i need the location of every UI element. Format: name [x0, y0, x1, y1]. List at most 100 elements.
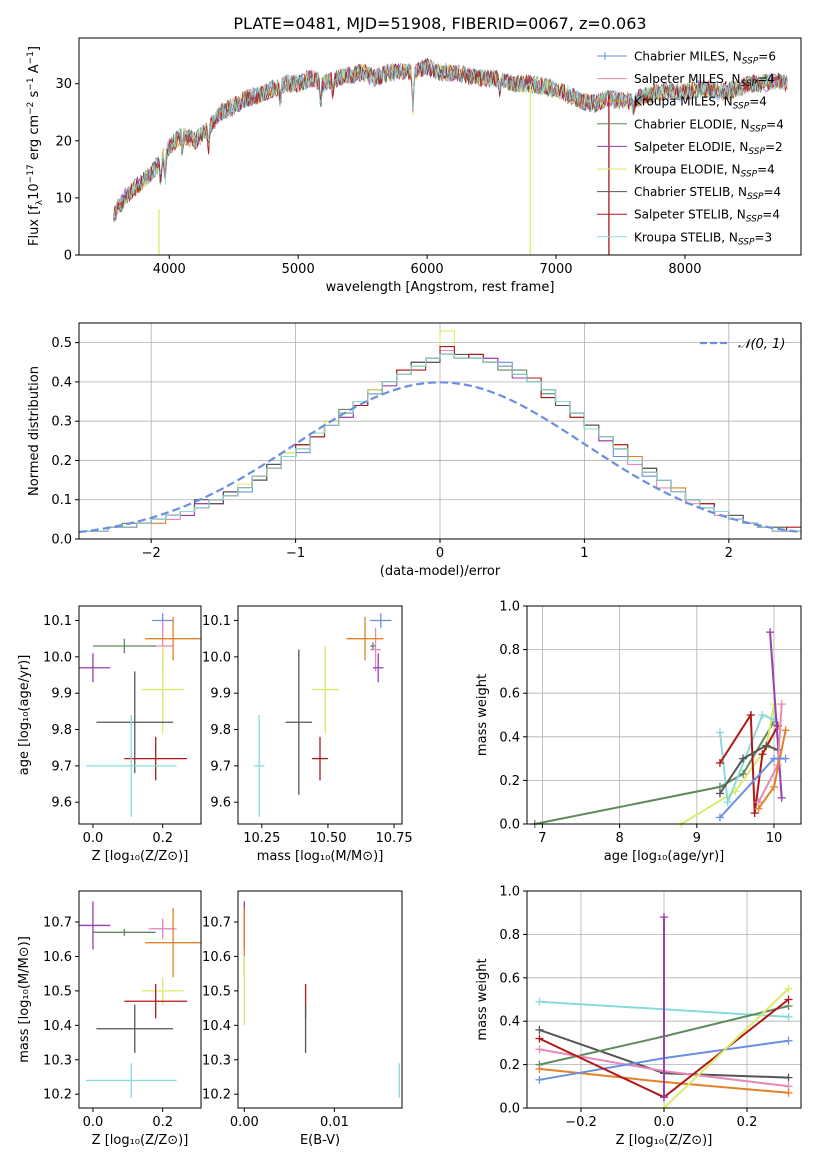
legend-label-suffix: =4 — [764, 185, 782, 199]
y-axis-label-part: A — [27, 64, 42, 77]
legend-label: Salpeter ELODIE, NSSP=2 — [634, 140, 783, 157]
x-tick-label: 10.25 — [243, 831, 280, 846]
legend-label: Chabrier ELODIE, NSSP=4 — [634, 117, 784, 134]
x-axis-label: (data-model)/error — [380, 564, 501, 579]
legend-label: Kroupa STELIB, NSSP=3 — [634, 230, 772, 247]
y-axis-label-part: 10 — [27, 183, 42, 200]
legend-label-main: Salpeter MILES, N — [634, 72, 741, 86]
y-tick-label: 10.3 — [202, 1053, 231, 1068]
weight-line — [769, 632, 783, 798]
y-tick-label: 1.0 — [499, 600, 520, 615]
y-axis-label-part: erg cm — [27, 115, 42, 164]
legend-label: Chabrier STELIB, NSSP=4 — [634, 185, 781, 202]
x-tick-label: 7 — [538, 831, 546, 846]
legend-label-sub: SSP — [738, 237, 755, 247]
y-axis-label-part: −2 — [26, 102, 36, 115]
x-tick-label: 10.75 — [375, 831, 412, 846]
y-tick-label: 0.3 — [51, 415, 72, 430]
y-axis-label: Flux [fλ10−17 erg cm−2 s−1 A−1] — [26, 46, 45, 246]
legend-label-main: Chabrier STELIB, N — [634, 185, 747, 199]
y-tick-label: 0.0 — [499, 1102, 520, 1117]
y-tick-label: 10 — [55, 191, 72, 206]
axes-frame — [237, 605, 403, 825]
legend-label-sub: SSP — [742, 57, 759, 67]
x-tick-label: 10 — [766, 831, 783, 846]
legend-label-sub: SSP — [741, 79, 758, 89]
y-tick-label: 10.7 — [43, 916, 72, 931]
x-tick-label: 0.0 — [654, 1115, 675, 1130]
legend-label-sub: SSP — [733, 102, 750, 112]
y-tick-label: 0.4 — [499, 1015, 520, 1030]
y-tick-label: 0.0 — [51, 533, 72, 548]
residual-hist-panel: −2 −1 0 1 2 0.0 0.1 0.2 0.3 0.4 0.5 (data-model)/er… — [27, 322, 802, 579]
y-tick-label: 9.9 — [51, 687, 72, 702]
y-tick-label: 9.7 — [210, 759, 231, 774]
mass-vs-Z-panel: 0.0 0.2 10.2 10.3 10.4 10.5 10.6 10.7 Z [log₁₀(Z… — [17, 890, 202, 1148]
weight-line — [534, 720, 775, 825]
y-tick-label: 10.5 — [202, 984, 231, 999]
y-tick-label: 10.0 — [43, 650, 72, 665]
y-tick-label: 10.3 — [43, 1053, 72, 1068]
y-tick-label: 10.6 — [202, 950, 231, 965]
legend-label-suffix: =4 — [766, 117, 784, 131]
y-tick-label: 0.2 — [51, 454, 72, 469]
normal-curve — [78, 381, 802, 534]
y-tick-label: 0.5 — [51, 336, 72, 351]
x-tick-label: 0.0 — [83, 831, 104, 846]
y-tick-label: 9.6 — [51, 796, 72, 811]
y-tick-label: 0.2 — [499, 1058, 520, 1073]
y-tick-label: 10.7 — [202, 916, 231, 931]
spectrum-line — [113, 58, 788, 221]
legend-label: Kroupa MILES, NSSP=4 — [634, 95, 767, 112]
x-tick-label: 6000 — [411, 262, 444, 277]
y-tick-label: 10.0 — [202, 650, 231, 665]
y-tick-label: 0.8 — [499, 928, 520, 943]
y-axis-label: age [log₁₀(age/yr)] — [17, 655, 32, 776]
y-tick-label: 0.6 — [499, 687, 520, 702]
legend-label-suffix: =3 — [754, 230, 772, 244]
legend-label: Salpeter STELIB, NSSP=4 — [634, 208, 780, 225]
x-tick-label: −2 — [142, 546, 161, 561]
legend-label-main: Kroupa MILES, N — [634, 95, 733, 109]
legend-label-main: Kroupa ELODIE, N — [634, 163, 741, 177]
y-tick-label: 10.6 — [43, 950, 72, 965]
y-axis-label-part: s — [27, 90, 42, 101]
legend-label-suffix: =6 — [758, 50, 776, 64]
x-tick-label: 0 — [436, 546, 444, 561]
spectrum-panel: 4000 5000 6000 7000 8000 0 10 20 30 wavelength [A… — [26, 37, 802, 295]
x-axis-label: age [log₁₀(age/yr)] — [604, 849, 725, 864]
y-tick-label: 10.2 — [43, 1088, 72, 1103]
legend-label: Chabrier MILES, NSSP=6 — [634, 50, 776, 67]
y-tick-label: 0.1 — [51, 493, 72, 508]
x-tick-label: 0.2 — [152, 1115, 173, 1130]
y-tick-label: 30 — [55, 77, 72, 92]
y-axis-label-part: ] — [27, 46, 42, 51]
y-tick-label: 9.7 — [51, 759, 72, 774]
axes-frame — [78, 37, 802, 256]
y-tick-label: 0.4 — [51, 375, 72, 390]
y-tick-label: 9.6 — [210, 796, 231, 811]
y-tick-label: 1.0 — [499, 885, 520, 900]
legend-label-main: Chabrier MILES, N — [634, 50, 742, 64]
y-tick-label: 0.0 — [499, 818, 520, 833]
age-vs-Z-panel: 0.0 0.2 9.6 9.7 9.8 9.9 10.0 10.1 Z [log₁₀(Z/Z⊙)… — [17, 605, 202, 864]
x-axis-label: Z [log₁₀(Z/Z⊙)] — [92, 1133, 189, 1148]
legend-label-suffix: =2 — [765, 140, 783, 154]
y-tick-label: 20 — [55, 134, 72, 149]
y-tick-label: 9.9 — [210, 687, 231, 702]
x-tick-label: 8 — [615, 831, 623, 846]
x-axis-label: Z [log₁₀(Z/Z⊙)] — [92, 849, 189, 864]
y-tick-label: 10.5 — [43, 984, 72, 999]
y-tick-label: 9.8 — [210, 723, 231, 738]
weight-vs-Z-panel: −0.2 0.0 0.2 0.0 0.2 0.4 0.6 0.8 1.0 Z [log₁₀(Z/Z… — [475, 885, 802, 1148]
mass-vs-ebv-panel: 0.00 0.01 10.2 10.3 10.4 10.5 10.6 10.7 E(B-V) — [202, 890, 403, 1148]
weight-line — [663, 987, 790, 1109]
y-tick-label: 0 — [64, 249, 72, 264]
weight-line — [719, 744, 779, 795]
weight-vs-age-panel: 7 8 9 10 0.0 0.2 0.4 0.6 0.8 1.0 age [log₁₀(age/yr… — [475, 600, 802, 864]
y-tick-label: 10.4 — [202, 1019, 231, 1034]
figure-title: PLATE=0481, MJD=51908, FIBERID=0067, z=0… — [233, 14, 646, 33]
y-axis-label: mass [log₁₀(M/M⊙)] — [17, 936, 32, 1063]
weight-line — [680, 703, 775, 825]
